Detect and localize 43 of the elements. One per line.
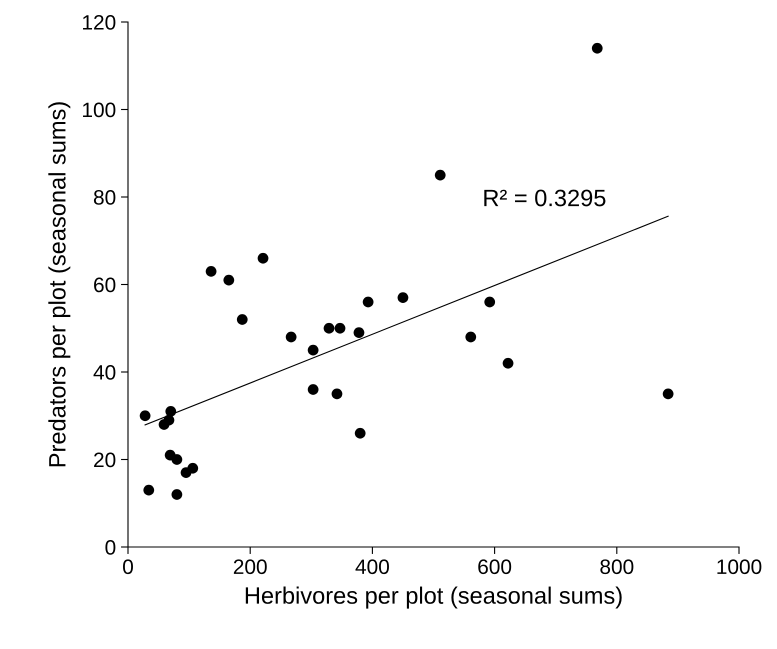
point xyxy=(164,414,174,426)
point xyxy=(354,428,366,439)
point xyxy=(332,388,342,400)
x-tick-label: 400 xyxy=(356,559,389,574)
point xyxy=(206,266,216,277)
point xyxy=(286,332,297,342)
y-tick-label: 40 xyxy=(94,365,116,380)
point xyxy=(223,274,234,286)
point xyxy=(398,292,408,304)
point xyxy=(187,462,198,474)
point xyxy=(592,42,603,54)
point xyxy=(172,489,182,500)
x-axis-title: Herbivores per plot (seasonal sums) xyxy=(246,586,622,609)
point xyxy=(434,170,446,181)
annotation: R² = 0.3295 xyxy=(484,190,606,206)
point xyxy=(354,327,364,338)
y-tick-label: 120 xyxy=(83,15,116,30)
y-tick-label: 100 xyxy=(83,102,116,118)
point xyxy=(334,322,346,334)
point xyxy=(324,322,334,334)
y-tick-label: 0 xyxy=(105,540,116,555)
point xyxy=(236,314,248,325)
point xyxy=(502,358,514,369)
point xyxy=(362,296,374,308)
point xyxy=(165,406,176,417)
y-tick-label: 20 xyxy=(94,452,116,468)
point xyxy=(308,344,319,356)
y-tick-label: 60 xyxy=(94,278,116,292)
point xyxy=(465,332,476,342)
point xyxy=(143,484,154,496)
x-tick-label: 800 xyxy=(600,559,634,574)
x-tick-label: 200 xyxy=(234,559,267,574)
y-axis-title: Predators per plot (seasonal sums) xyxy=(48,102,70,466)
point xyxy=(140,410,150,422)
x-tick-label: 1000 xyxy=(717,559,762,574)
y-tick-label: 80 xyxy=(94,190,116,205)
point xyxy=(172,454,182,465)
x-tick-label: 0 xyxy=(123,559,133,574)
point xyxy=(484,296,496,308)
point xyxy=(258,252,268,264)
x-tick-label: 600 xyxy=(478,559,512,574)
point xyxy=(662,388,674,400)
point xyxy=(308,384,319,395)
